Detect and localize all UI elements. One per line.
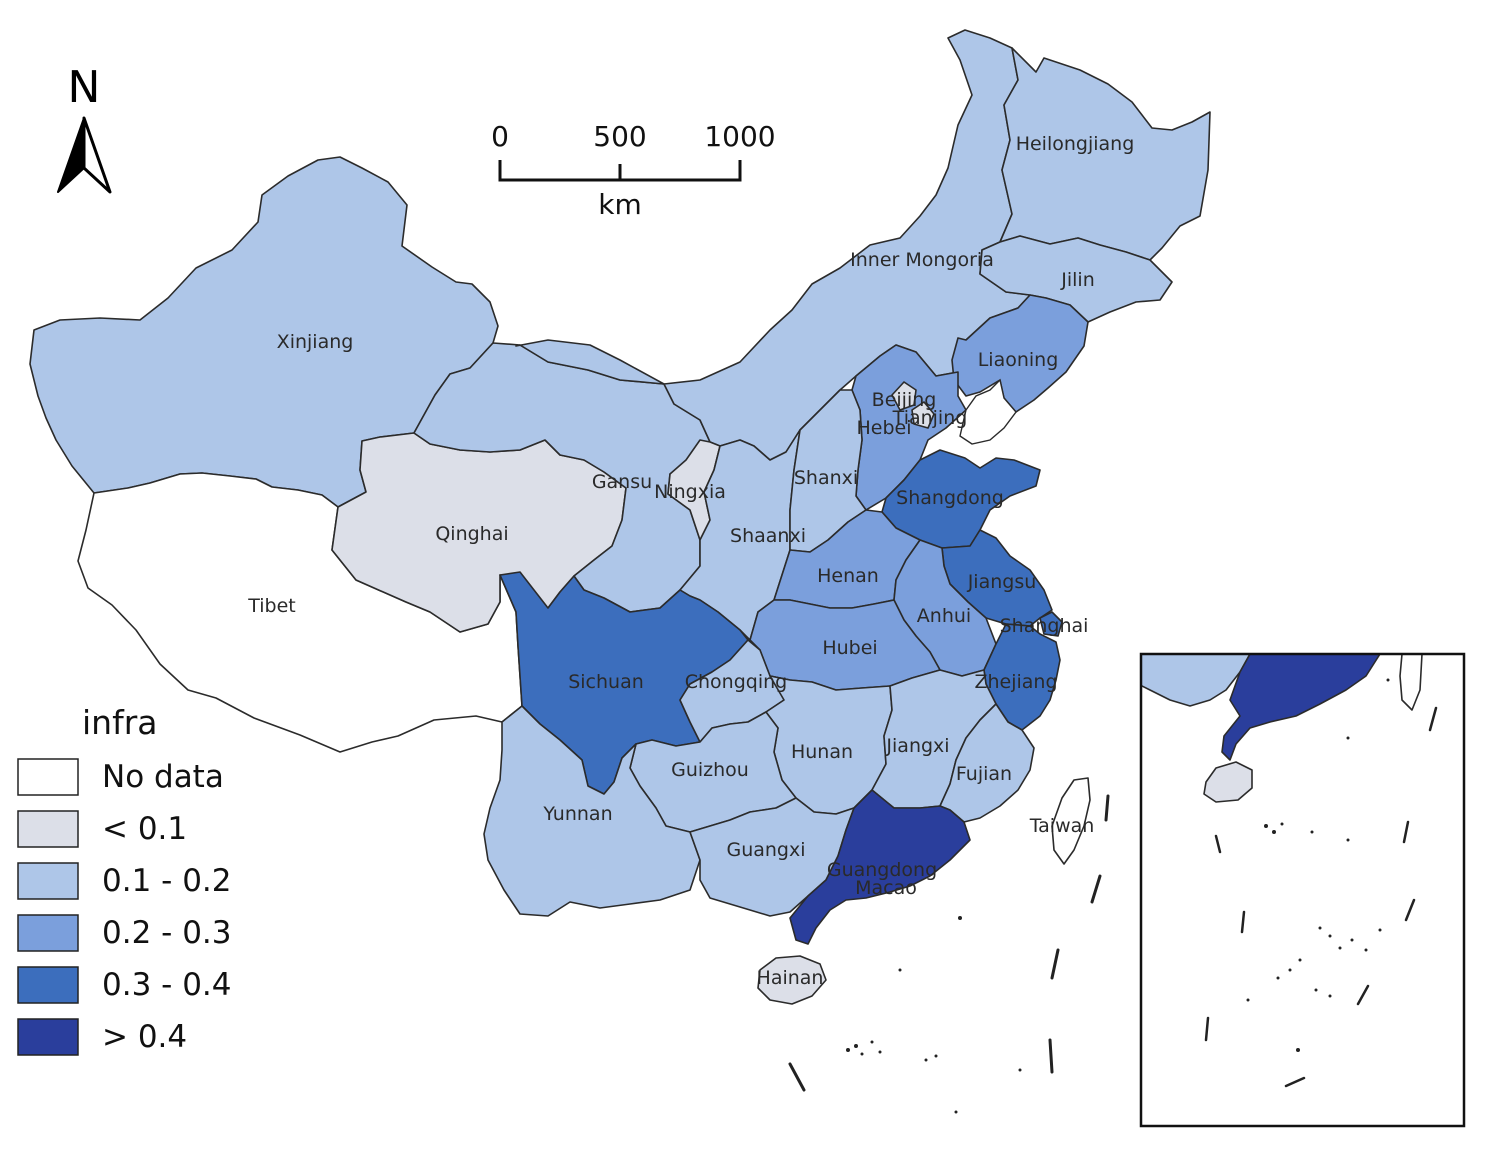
province-shanghai [1039, 611, 1063, 637]
province-label: Jiangxi [885, 735, 949, 757]
north-arrow: N [57, 62, 112, 194]
province-label: Tibet [247, 595, 296, 617]
province-label: Gansu [592, 471, 652, 493]
legend-swatch [17, 862, 79, 900]
province-label: Shanghai [1000, 615, 1089, 637]
province-label: Guangxi [726, 839, 805, 861]
provinces-layer [29, 29, 1211, 1005]
province-label: Liaoning [978, 349, 1059, 371]
province-heilongjiang [999, 47, 1211, 261]
south-sea-islands [846, 916, 1022, 1114]
province-beijing [891, 381, 917, 411]
legend-label: No data [102, 759, 224, 795]
bohai-sea [959, 378, 1017, 445]
legend-label: 0.2 - 0.3 [102, 915, 232, 951]
province-label: Anhui [917, 605, 971, 627]
province-label: Jiangsu [967, 571, 1037, 593]
legend-label: < 0.1 [102, 811, 187, 847]
province-label: Hebei [856, 417, 911, 439]
province-liaoning [951, 294, 1089, 413]
province-label: Guangdong [827, 859, 937, 881]
province-shanxi [789, 389, 867, 553]
province-label: Sichuan [568, 671, 644, 693]
inset-map [1139, 652, 1466, 1128]
inset-nine-dash-line [1204, 706, 1438, 1088]
legend-swatch [17, 1018, 79, 1056]
legend: infra No data < 0.1 0.1 - 0.2 0.2 - 0.3 … [17, 703, 232, 1056]
north-arrow-icon [57, 117, 85, 193]
province-label: Hainan [757, 967, 824, 989]
inset-islands [1246, 678, 1390, 1052]
legend-swatch [17, 914, 79, 952]
province-label: Jilin [1060, 269, 1094, 291]
legend-swatch [17, 758, 79, 796]
scale-tick-label: 1000 [704, 120, 775, 153]
legend-title: infra [82, 703, 158, 742]
province-labels: Xinjiang Tibet Qinghai Gansu Inner Mongo… [247, 133, 1134, 989]
province-label: Shangdong [896, 487, 1004, 509]
north-label: N [68, 62, 101, 113]
province-guangdong [789, 789, 971, 945]
province-fujian [939, 703, 1035, 823]
province-yunnan [483, 705, 701, 917]
province-label: Inner Mongoria [850, 249, 994, 271]
inset-guangdong [1221, 654, 1381, 761]
province-label: Hunan [791, 741, 853, 763]
province-label: Ningxia [654, 481, 726, 503]
province-label: Chongqing [685, 671, 787, 693]
province-label: Henan [817, 565, 879, 587]
scale-tick-label: 500 [593, 120, 646, 153]
inset-hainan [1203, 761, 1253, 803]
scale-unit-label: km [598, 188, 642, 221]
scale-bar: 0 500 1000 km [491, 120, 776, 221]
province-label: Shanxi [794, 467, 858, 489]
nine-dash-line [788, 794, 1110, 1092]
province-label: Heilongjiang [1016, 133, 1135, 155]
legend-swatch [17, 966, 79, 1004]
province-label: Xinjiang [277, 331, 354, 353]
province-label: Zhejiang [974, 671, 1057, 693]
province-label: Hubei [822, 637, 877, 659]
province-label: Yunnan [542, 803, 612, 825]
province-tianjin [911, 401, 935, 429]
province-label: Beijing [872, 389, 937, 411]
inset-taiwan-fragment [1399, 654, 1423, 711]
province-hainan [757, 955, 827, 1005]
legend-label: 0.3 - 0.4 [102, 967, 232, 1003]
province-label: Guizhou [671, 759, 749, 781]
scale-tick-label: 0 [491, 120, 509, 153]
legend-swatch [17, 810, 79, 848]
province-label: Shaanxi [730, 525, 806, 547]
legend-label: > 0.4 [102, 1019, 187, 1055]
province-label: Tianjing [892, 407, 968, 429]
inset-frame [1139, 652, 1466, 1128]
province-label: Qinghai [435, 523, 508, 545]
province-label: Taiwan [1029, 815, 1095, 837]
province-taiwan [1051, 777, 1091, 865]
province-label: Macao [855, 877, 917, 899]
province-label: Fujian [956, 763, 1012, 785]
legend-label: 0.1 - 0.2 [102, 863, 232, 899]
